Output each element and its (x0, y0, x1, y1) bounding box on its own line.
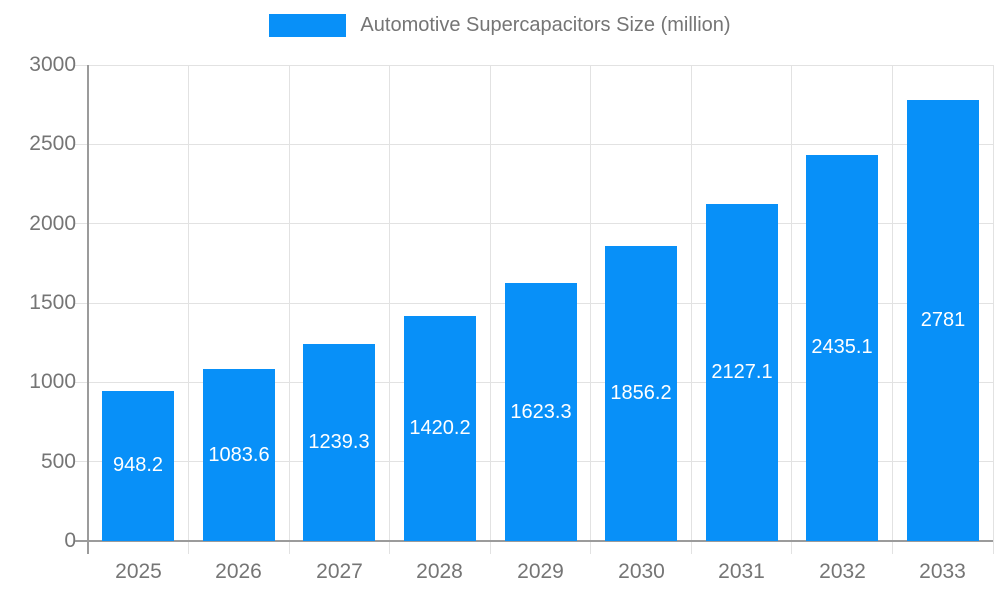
bar-2029: 1623.3 (505, 283, 577, 541)
bar-value-label: 948.2 (112, 454, 164, 477)
x-axis-category-label: 2025 (115, 560, 162, 583)
y-axis-tick-label: 0 (64, 529, 76, 552)
y-axis-line (87, 65, 89, 554)
x-axis-tick (992, 541, 994, 554)
y-axis-tick-label: 500 (40, 449, 76, 473)
legend-label: Automotive Supercapacitors Size (million… (360, 14, 731, 36)
gridline-vertical (489, 65, 491, 541)
bar-value-label: 1623.3 (510, 400, 572, 423)
bar-value-label: 1856.2 (610, 382, 672, 405)
bar-2026: 1083.6 (203, 369, 275, 541)
y-axis-tick-label: 1500 (29, 291, 76, 314)
gridline-vertical (188, 65, 190, 541)
bar-value-label: 2127.1 (711, 360, 773, 383)
bar-2027: 1239.3 (303, 344, 375, 541)
x-axis-tick (891, 541, 893, 554)
x-axis-category-label: 2026 (215, 560, 262, 583)
bar-2025: 948.2 (102, 390, 174, 541)
bar-2032: 2435.1 (806, 154, 878, 541)
gridline-vertical (891, 65, 893, 541)
bar-value-label: 1083.6 (208, 443, 270, 466)
x-axis-line (75, 540, 993, 542)
gridline-horizontal (75, 143, 993, 145)
legend-swatch (269, 14, 347, 37)
x-axis-category-label: 2027 (316, 560, 363, 583)
x-axis-tick (791, 541, 793, 554)
gridline-vertical (992, 65, 994, 541)
y-axis-tick-label: 3000 (29, 53, 76, 76)
bar-value-label: 2781 (920, 308, 966, 331)
x-axis-category-label: 2029 (517, 560, 564, 583)
bar-value-label: 2435.1 (811, 336, 873, 359)
bar-2030: 1856.2 (605, 246, 677, 541)
bar-value-label: 1239.3 (308, 431, 370, 454)
bar-2028: 1420.2 (404, 315, 476, 541)
bar-value-label: 1420.2 (409, 416, 471, 439)
x-axis-tick (489, 541, 491, 554)
x-axis-category-label: 2030 (618, 560, 665, 583)
y-axis-tick-label: 1000 (29, 370, 76, 394)
x-axis-category-label: 2028 (416, 560, 463, 583)
gridline-vertical (288, 65, 290, 541)
bar-2033: 2781 (907, 99, 979, 541)
gridline-vertical (389, 65, 391, 541)
gridline-vertical (590, 65, 592, 541)
x-axis-category-label: 2031 (718, 560, 765, 583)
gridline-vertical (690, 65, 692, 541)
gridline-vertical (791, 65, 793, 541)
bar-2031: 2127.1 (706, 203, 778, 541)
gridline-horizontal (75, 64, 993, 66)
x-axis-tick (389, 541, 391, 554)
x-axis-tick (690, 541, 692, 554)
x-axis-tick (590, 541, 592, 554)
legend: Automotive Supercapacitors Size (million… (0, 14, 1000, 37)
gridline-horizontal (75, 223, 993, 225)
y-axis-tick-label: 2500 (29, 132, 76, 156)
y-axis-tick-label: 2000 (29, 211, 76, 235)
x-axis-category-label: 2033 (919, 560, 966, 583)
x-axis-tick (188, 541, 190, 554)
x-axis-category-label: 2032 (819, 560, 866, 583)
x-axis-tick (288, 541, 290, 554)
